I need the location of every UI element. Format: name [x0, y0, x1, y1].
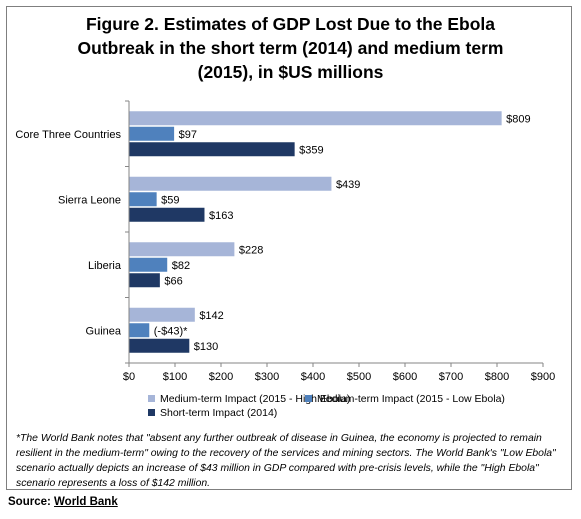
chart-title: Figure 2. Estimates of GDP Lost Due to t…: [0, 12, 581, 84]
x-tick-label: $300: [255, 371, 279, 383]
data-label: $97: [179, 129, 197, 141]
bar: [129, 207, 205, 222]
legend-item-short-term: Short-term Impact (2014): [148, 407, 277, 419]
x-tick-label: $600: [393, 371, 417, 383]
data-label: $359: [299, 144, 323, 156]
x-tick-label: $200: [209, 371, 233, 383]
category-label: Sierra Leone: [58, 194, 121, 206]
x-tick-label: $700: [439, 371, 463, 383]
bar: [129, 242, 235, 257]
bar: [129, 307, 195, 322]
data-label: $82: [172, 260, 190, 272]
figure-frame: [6, 6, 572, 490]
legend-item-low-ebola: Medium-term Impact (2015 - Low Ebola): [305, 393, 505, 405]
data-label: $142: [199, 310, 223, 322]
legend-swatch-short-term: [148, 408, 155, 416]
bar: [129, 257, 168, 272]
legend-swatch-low-ebola: [305, 394, 312, 402]
data-label: (-$43)*: [154, 325, 188, 337]
legend-label-short-term: Short-term Impact (2014): [160, 407, 278, 419]
x-tick-label: $400: [301, 371, 325, 383]
bar: [129, 192, 157, 207]
data-label: $66: [164, 275, 182, 287]
x-tick-label: $500: [347, 371, 371, 383]
x-tick-label: $800: [485, 371, 509, 383]
x-tick-label: $900: [531, 371, 555, 383]
data-label: $439: [336, 179, 360, 191]
source-line: Source: World Bank: [8, 496, 118, 508]
source-label: Source:: [8, 496, 51, 508]
data-label: $59: [161, 194, 179, 206]
x-tick-label: $0: [123, 371, 135, 383]
legend-label-low-ebola: Medium-term Impact (2015 - Low Ebola): [317, 393, 505, 405]
bar: [129, 338, 190, 353]
data-label: $809: [506, 113, 530, 125]
category-label: Guinea: [86, 325, 122, 337]
bar: [129, 323, 150, 338]
data-label: $228: [239, 244, 263, 256]
chart-title-line-2: Outbreak in the short term (2014) and me…: [77, 38, 504, 58]
legend-item-high-ebola: Medium-term Impact (2015 - High Ebola): [148, 393, 350, 405]
bar: [129, 142, 295, 157]
data-label: $163: [209, 210, 233, 222]
chart-title-line-1: Figure 2. Estimates of GDP Lost Due to t…: [85, 14, 496, 34]
x-tick-label: $100: [163, 371, 187, 383]
legend-swatch-high-ebola: [148, 394, 155, 402]
footnote: *The World Bank notes that "absent any f…: [16, 433, 556, 489]
data-label: $130: [194, 341, 218, 353]
category-label: Core Three Countries: [15, 129, 121, 141]
bar: [129, 126, 175, 141]
bar: [129, 111, 502, 126]
bar: [129, 273, 160, 288]
bar: [129, 176, 332, 191]
chart-title-line-3: (2015), in $US millions: [197, 62, 384, 82]
source-link[interactable]: World Bank: [54, 496, 118, 508]
legend-label-high-ebola: Medium-term Impact (2015 - High Ebola): [160, 393, 351, 405]
category-label: Liberia: [88, 260, 122, 272]
